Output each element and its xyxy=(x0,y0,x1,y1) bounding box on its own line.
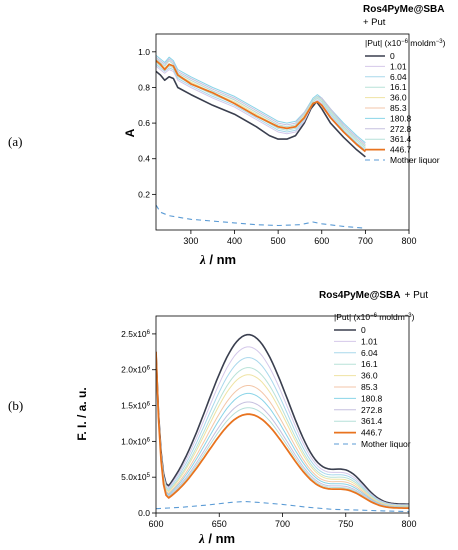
x-tick-label: 600 xyxy=(148,519,163,529)
x-tick-label: 400 xyxy=(227,236,242,246)
x-tick-label: 650 xyxy=(212,519,227,529)
panel-label-b: (b) xyxy=(8,398,23,413)
legend-label: 1.01 xyxy=(361,336,378,346)
y-tick-label: 0.4 xyxy=(138,154,150,164)
panel-b: (b) Ros4PyMe@SBA + Put 600 650 700 750 800 0.0… xyxy=(8,290,428,546)
series-line-0 xyxy=(156,70,366,158)
y-tick-label: 0.8 xyxy=(138,82,150,92)
legend-title-a: |Put| (x10−6 moldm−3) xyxy=(365,38,446,48)
panel-label-a: (a) xyxy=(8,134,22,149)
plot-area-b: 600 650 700 750 800 0.0 5.0x105 1.0x106 1.5x106 2… xyxy=(121,315,417,529)
series-line-361.4 xyxy=(156,58,366,147)
y-tick-label: 0.2 xyxy=(138,189,150,199)
legend-a: |Put| (x10−6 moldm−3) 01.016.0416.136.08… xyxy=(365,38,446,165)
series-line-mother-liquor xyxy=(156,204,366,229)
series-line-36.0 xyxy=(156,351,409,507)
series-line-16.1 xyxy=(156,351,409,507)
y-axis-label-a: A xyxy=(123,128,137,137)
series-line-446.7 xyxy=(156,60,366,153)
series-line-6.04 xyxy=(156,63,366,151)
x-tick-label: 750 xyxy=(338,519,353,529)
legend-label: 85.3 xyxy=(390,103,407,113)
series-line-1.01 xyxy=(156,65,366,152)
series-line-85.3 xyxy=(156,351,409,508)
x-tick-label: 800 xyxy=(401,519,416,529)
x-axis-label-b: λ / nm xyxy=(198,531,235,546)
legend-label: 0 xyxy=(361,325,366,335)
legend-label: 361.4 xyxy=(361,416,383,426)
series-line-36.0 xyxy=(156,60,366,147)
y-tick-label: 1.0 xyxy=(138,47,150,57)
legend-label: 6.04 xyxy=(390,72,407,82)
y-tick-label: 0.0 xyxy=(138,508,150,518)
legend-label: 272.8 xyxy=(361,405,383,415)
y-tick-label: 5.0x105 xyxy=(121,472,151,482)
plot-area-a: 300 400 500 600 700 800 0.2 0.4 0.6 0.8 1.0 xyxy=(138,33,417,246)
x-tick-label: 700 xyxy=(358,236,373,246)
legend-label: 272.8 xyxy=(390,124,412,134)
series-line-446.7 xyxy=(156,351,409,509)
legend-label: 446.7 xyxy=(390,145,412,155)
legend-label: 85.3 xyxy=(361,382,378,392)
y-tick-label: 1.5x106 xyxy=(121,401,151,411)
legend-label: 16.1 xyxy=(361,359,378,369)
legend-label: 36.0 xyxy=(361,371,378,381)
legend-label: 361.4 xyxy=(390,134,412,144)
x-tick-label: 800 xyxy=(401,236,416,246)
chart-title-b: Ros4PyMe@SBA + Put xyxy=(319,290,428,301)
x-tick-label: 300 xyxy=(183,236,198,246)
x-tick-label: 500 xyxy=(271,236,286,246)
legend-label: 1.01 xyxy=(390,61,407,71)
y-axis-label-b: F. I. / a. u. xyxy=(75,387,89,440)
x-tick-label: 700 xyxy=(275,519,290,529)
legend-label: 180.8 xyxy=(361,393,383,403)
chart-subtitle-a: + Put xyxy=(363,17,386,28)
series-line-6.04 xyxy=(156,351,409,506)
series-line-0 xyxy=(156,333,409,505)
series-group xyxy=(156,333,409,513)
series-line-180.8 xyxy=(156,351,409,508)
panel-a: (a) Ros4PyMe@SBA + Put 300 400 500 600 700 80… xyxy=(8,4,446,267)
y-tick-label: 0.6 xyxy=(138,118,150,128)
series-group xyxy=(156,55,366,229)
y-tick-label: 1.0x106 xyxy=(121,436,151,446)
x-axis-label-a: λ / nm xyxy=(199,252,236,267)
legend-label: 0 xyxy=(390,51,395,61)
x-tick-label: 600 xyxy=(314,236,329,246)
y-tick-label: 2.5x106 xyxy=(121,329,151,339)
legend-label: Mother liquor xyxy=(390,155,440,165)
chart-title-a: Ros4PyMe@SBA xyxy=(363,4,444,15)
legend-label: 16.1 xyxy=(390,82,407,92)
legend-title-b: |Put| (x10−6 moldm−3) xyxy=(334,312,415,322)
legend-label: Mother liquor xyxy=(361,439,411,449)
y-tick-label: 2.0x106 xyxy=(121,365,151,375)
axes-frame xyxy=(155,33,410,231)
legend-label: 446.7 xyxy=(361,428,383,438)
legend-label: 36.0 xyxy=(390,93,407,103)
series-line-1.01 xyxy=(156,346,409,506)
legend-label: 6.04 xyxy=(361,348,378,358)
series-line-85.3 xyxy=(156,58,366,147)
series-line-272.8 xyxy=(156,351,409,508)
series-line-272.8 xyxy=(156,56,366,145)
legend-label: 180.8 xyxy=(390,113,412,123)
series-line-mother-liquor xyxy=(156,500,409,513)
